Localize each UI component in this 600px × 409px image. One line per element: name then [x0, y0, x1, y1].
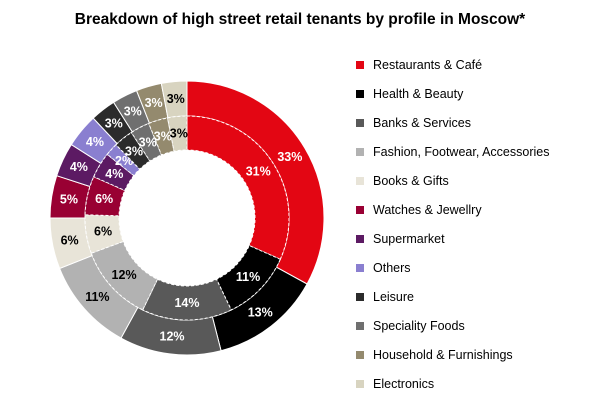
legend-item: Leisure: [356, 282, 549, 311]
legend-label: Others: [373, 260, 411, 275]
inner-slice-label-2: 14%: [174, 296, 199, 310]
legend-swatch: [356, 234, 364, 243]
inner-slice-label-4: 6%: [94, 225, 112, 239]
inner-slice-label-5: 6%: [95, 192, 113, 206]
inner-slice-label-10: 3%: [154, 130, 172, 144]
outer-slice-label-2: 12%: [160, 330, 185, 344]
legend-swatch: [356, 350, 364, 359]
inner-slice-10: [148, 117, 175, 156]
inner-slice-label-1: 11%: [236, 270, 260, 284]
inner-slice-8: [115, 131, 151, 170]
inner-slice-5: [84, 176, 126, 217]
outer-slice-label-9: 3%: [124, 105, 142, 119]
legend-item: Health & Beauty: [356, 79, 549, 108]
legend-item: Banks & Services: [356, 108, 549, 137]
inner-slice-9: [130, 122, 163, 162]
outer-slice-label-3: 11%: [85, 290, 109, 304]
legend-item: Books & Gifts: [356, 166, 549, 195]
legend-item: Others: [356, 253, 549, 282]
inner-slice-label-6: 4%: [105, 167, 123, 181]
legend-label: Speciality Foods: [373, 318, 465, 333]
outer-slice-label-8: 3%: [105, 117, 123, 131]
legend-item: Restaurants & Café: [356, 50, 549, 79]
legend-item: Supermarket: [356, 224, 549, 253]
legend-swatch: [356, 321, 364, 330]
inner-slice-label-9: 3%: [139, 136, 157, 150]
legend-label: Books & Gifts: [373, 173, 449, 188]
legend-label: Household & Furnishings: [373, 347, 513, 362]
chart-title: Breakdown of high street retail tenants …: [74, 11, 526, 28]
outer-slice-label-5: 5%: [60, 192, 78, 206]
inner-slice-2: [142, 278, 232, 321]
legend-swatch: [356, 263, 364, 272]
inner-slice-label-8: 3%: [125, 145, 143, 159]
legend-label: Health & Beauty: [373, 86, 464, 101]
legend-label: Supermarket: [373, 231, 445, 246]
legend-label: Watches & Jewellry: [373, 202, 482, 217]
outer-slice-label-1: 13%: [248, 305, 273, 319]
inner-slice-label-0: 31%: [246, 165, 271, 179]
inner-slice-11: [166, 115, 188, 152]
inner-slice-label-11: 3%: [170, 126, 188, 140]
legend-swatch: [356, 176, 364, 185]
legend-item: Speciality Foods: [356, 311, 549, 340]
outer-slice-label-7: 4%: [86, 135, 104, 149]
legend-item: Fashion, Footwear, Accessories: [356, 137, 549, 166]
inner-slice-3: [90, 240, 159, 311]
legend-label: Restaurants & Café: [373, 57, 483, 72]
legend-label: Electronics: [373, 376, 435, 391]
legend-item: Electronics: [356, 369, 549, 398]
legend-label: Banks & Services: [373, 115, 471, 130]
legend-swatch: [356, 89, 364, 98]
inner-slice-0: [186, 115, 290, 260]
inner-slice-label-3: 12%: [112, 268, 137, 282]
legend-swatch: [356, 292, 364, 301]
legend-label: Leisure: [373, 289, 414, 304]
legend-swatch: [356, 60, 364, 69]
outer-slice-label-0: 33%: [277, 150, 302, 164]
donut-chart: 33%13%12%11%6%5%4%4%3%3%3% 3%31%11%14%12%…: [49, 80, 325, 356]
legend-swatch: [356, 147, 364, 156]
legend-swatch: [356, 205, 364, 214]
legend-swatch: [356, 379, 364, 388]
legend: Restaurants & Café Health & Beauty Banks &…: [356, 50, 549, 398]
outer-slice-label-11: 3%: [167, 92, 185, 106]
legend-label: Fashion, Footwear, Accessories: [373, 144, 550, 159]
outer-slice-label-10: 3%: [145, 96, 163, 110]
legend-item: Household & Furnishings: [356, 340, 549, 369]
legend-item: Watches & Jewellry: [356, 195, 549, 224]
outer-slice-label-6: 4%: [70, 160, 88, 174]
legend-swatch: [356, 118, 364, 127]
outer-slice-label-4: 6%: [61, 233, 79, 247]
